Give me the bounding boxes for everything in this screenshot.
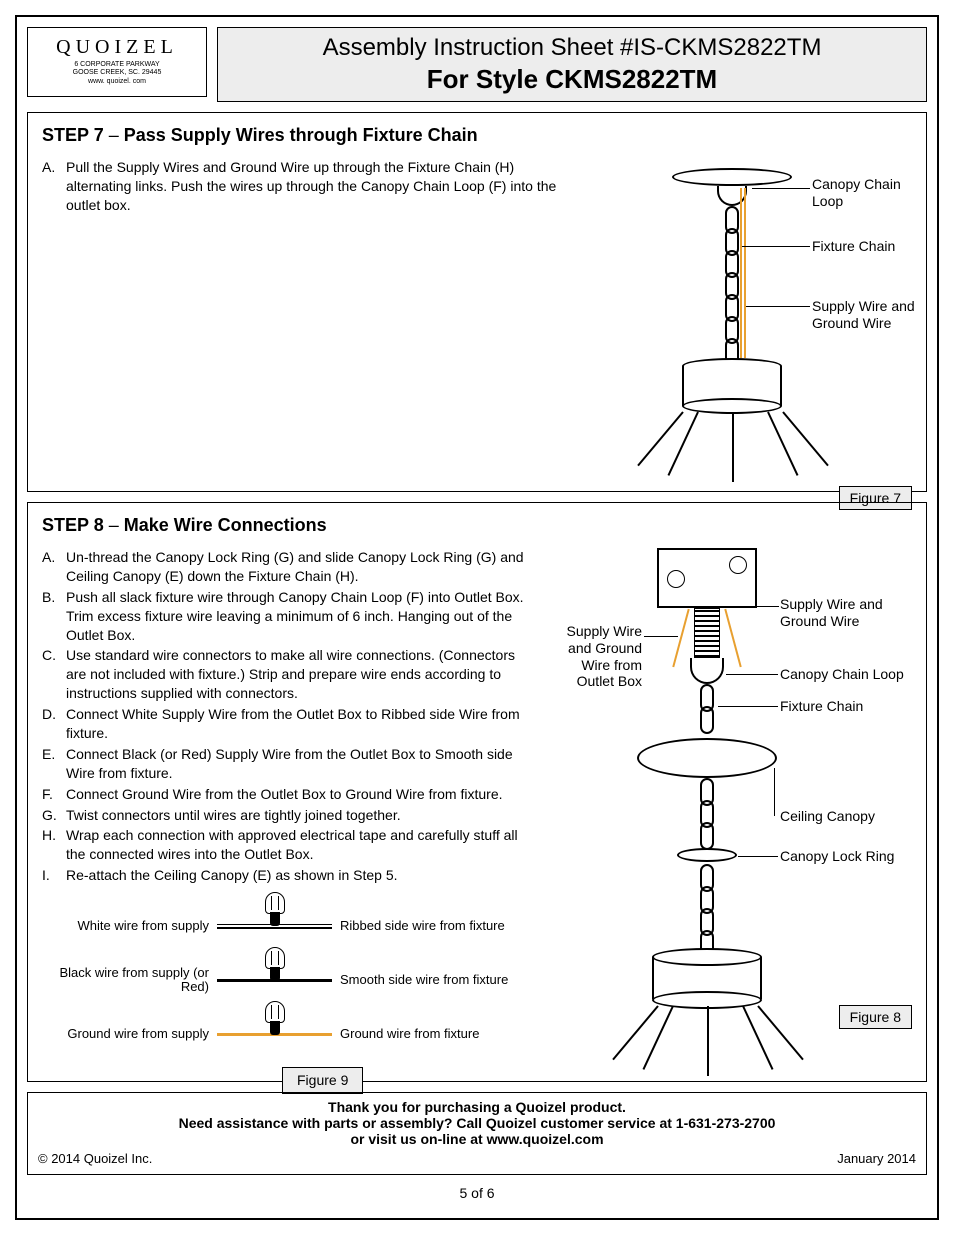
instruction-item: C.Use standard wire connectors to make a… [42,646,532,703]
step7-section: STEP 7 – Pass Supply Wires through Fixtu… [27,112,927,492]
footer-date: January 2014 [837,1151,916,1166]
copyright: © 2014 Quoizel Inc. [38,1151,152,1166]
wire-connector-icon [265,892,285,914]
instruction-item: H.Wrap each connection with approved ele… [42,826,532,864]
callout-canopy-loop: Canopy Chain Loop [812,176,912,210]
callout-supply-ground: Supply Wire and Ground Wire [780,596,910,630]
title-line2: For Style CKMS2822TM [224,64,920,95]
instruction-item: G.Twist connectors until wires are tight… [42,806,532,825]
figure9: White wire from supply Ribbed side wire … [42,899,532,1079]
callout-ceiling-canopy: Ceiling Canopy [780,808,875,825]
title-line1: Assembly Instruction Sheet #IS-CKMS2822T… [224,34,920,62]
instruction-item: D.Connect White Supply Wire from the Out… [42,705,532,743]
figure8: Supply Wire and Ground Wire from Outlet … [542,548,912,1079]
wire-row: Ground wire from supply Ground wire from… [42,1007,532,1061]
figure8-label: Figure 8 [839,1005,912,1029]
page-number: 5 of 6 [17,1185,937,1207]
callout-canopy-loop8: Canopy Chain Loop [780,666,904,683]
instruction-item: I.Re-attach the Ceiling Canopy (E) as sh… [42,866,532,885]
step8-heading: STEP 8 – Make Wire Connections [42,515,912,536]
page-container: QUOIZEL 6 CORPORATE PARKWAY GOOSE CREEK,… [15,15,939,1220]
instruction-item: E.Connect Black (or Red) Supply Wire fro… [42,745,532,783]
callout-fixture-chain: Fixture Chain [812,238,895,255]
instruction-item: B.Push all slack fixture wire through Ca… [42,588,532,645]
footer-line3: or visit us on-line at www.quoizel.com [38,1131,916,1147]
callout-fixture-chain8: Fixture Chain [780,698,863,715]
wire-connector-icon [265,1001,285,1023]
callout-supply-box: Supply Wire and Ground Wire from Outlet … [542,623,642,690]
footer-line2: Need assistance with parts or assembly? … [38,1115,916,1131]
callout-supply-wire: Supply Wire and Ground Wire [812,298,922,332]
figure9-label: Figure 9 [282,1067,363,1094]
brand-name: QUOIZEL [32,36,202,59]
instruction-item: A.Un-thread the Canopy Lock Ring (G) and… [42,548,532,586]
logo-box: QUOIZEL 6 CORPORATE PARKWAY GOOSE CREEK,… [27,27,207,97]
title-box: Assembly Instruction Sheet #IS-CKMS2822T… [217,27,927,102]
wire-row: Black wire from supply (or Red) Smooth s… [42,953,532,1007]
step7-text: A.Pull the Supply Wires and Ground Wire … [42,158,572,518]
brand-address: 6 CORPORATE PARKWAY GOOSE CREEK, SC. 294… [32,61,202,86]
step7-heading: STEP 7 – Pass Supply Wires through Fixtu… [42,125,912,146]
footer-line1: Thank you for purchasing a Quoizel produ… [38,1099,916,1115]
callout-lock-ring: Canopy Lock Ring [780,848,894,865]
header: QUOIZEL 6 CORPORATE PARKWAY GOOSE CREEK,… [17,17,937,102]
step8-text: A.Un-thread the Canopy Lock Ring (G) and… [42,548,532,1079]
wire-connector-icon [265,947,285,969]
step8-section: STEP 8 – Make Wire Connections A.Un-thre… [27,502,927,1082]
figure7: Canopy Chain Loop Fixture Chain Supply W… [582,158,912,518]
footer: Thank you for purchasing a Quoizel produ… [27,1092,927,1175]
instruction-item: A.Pull the Supply Wires and Ground Wire … [42,158,572,215]
wire-row: White wire from supply Ribbed side wire … [42,899,532,953]
instruction-item: F.Connect Ground Wire from the Outlet Bo… [42,785,532,804]
